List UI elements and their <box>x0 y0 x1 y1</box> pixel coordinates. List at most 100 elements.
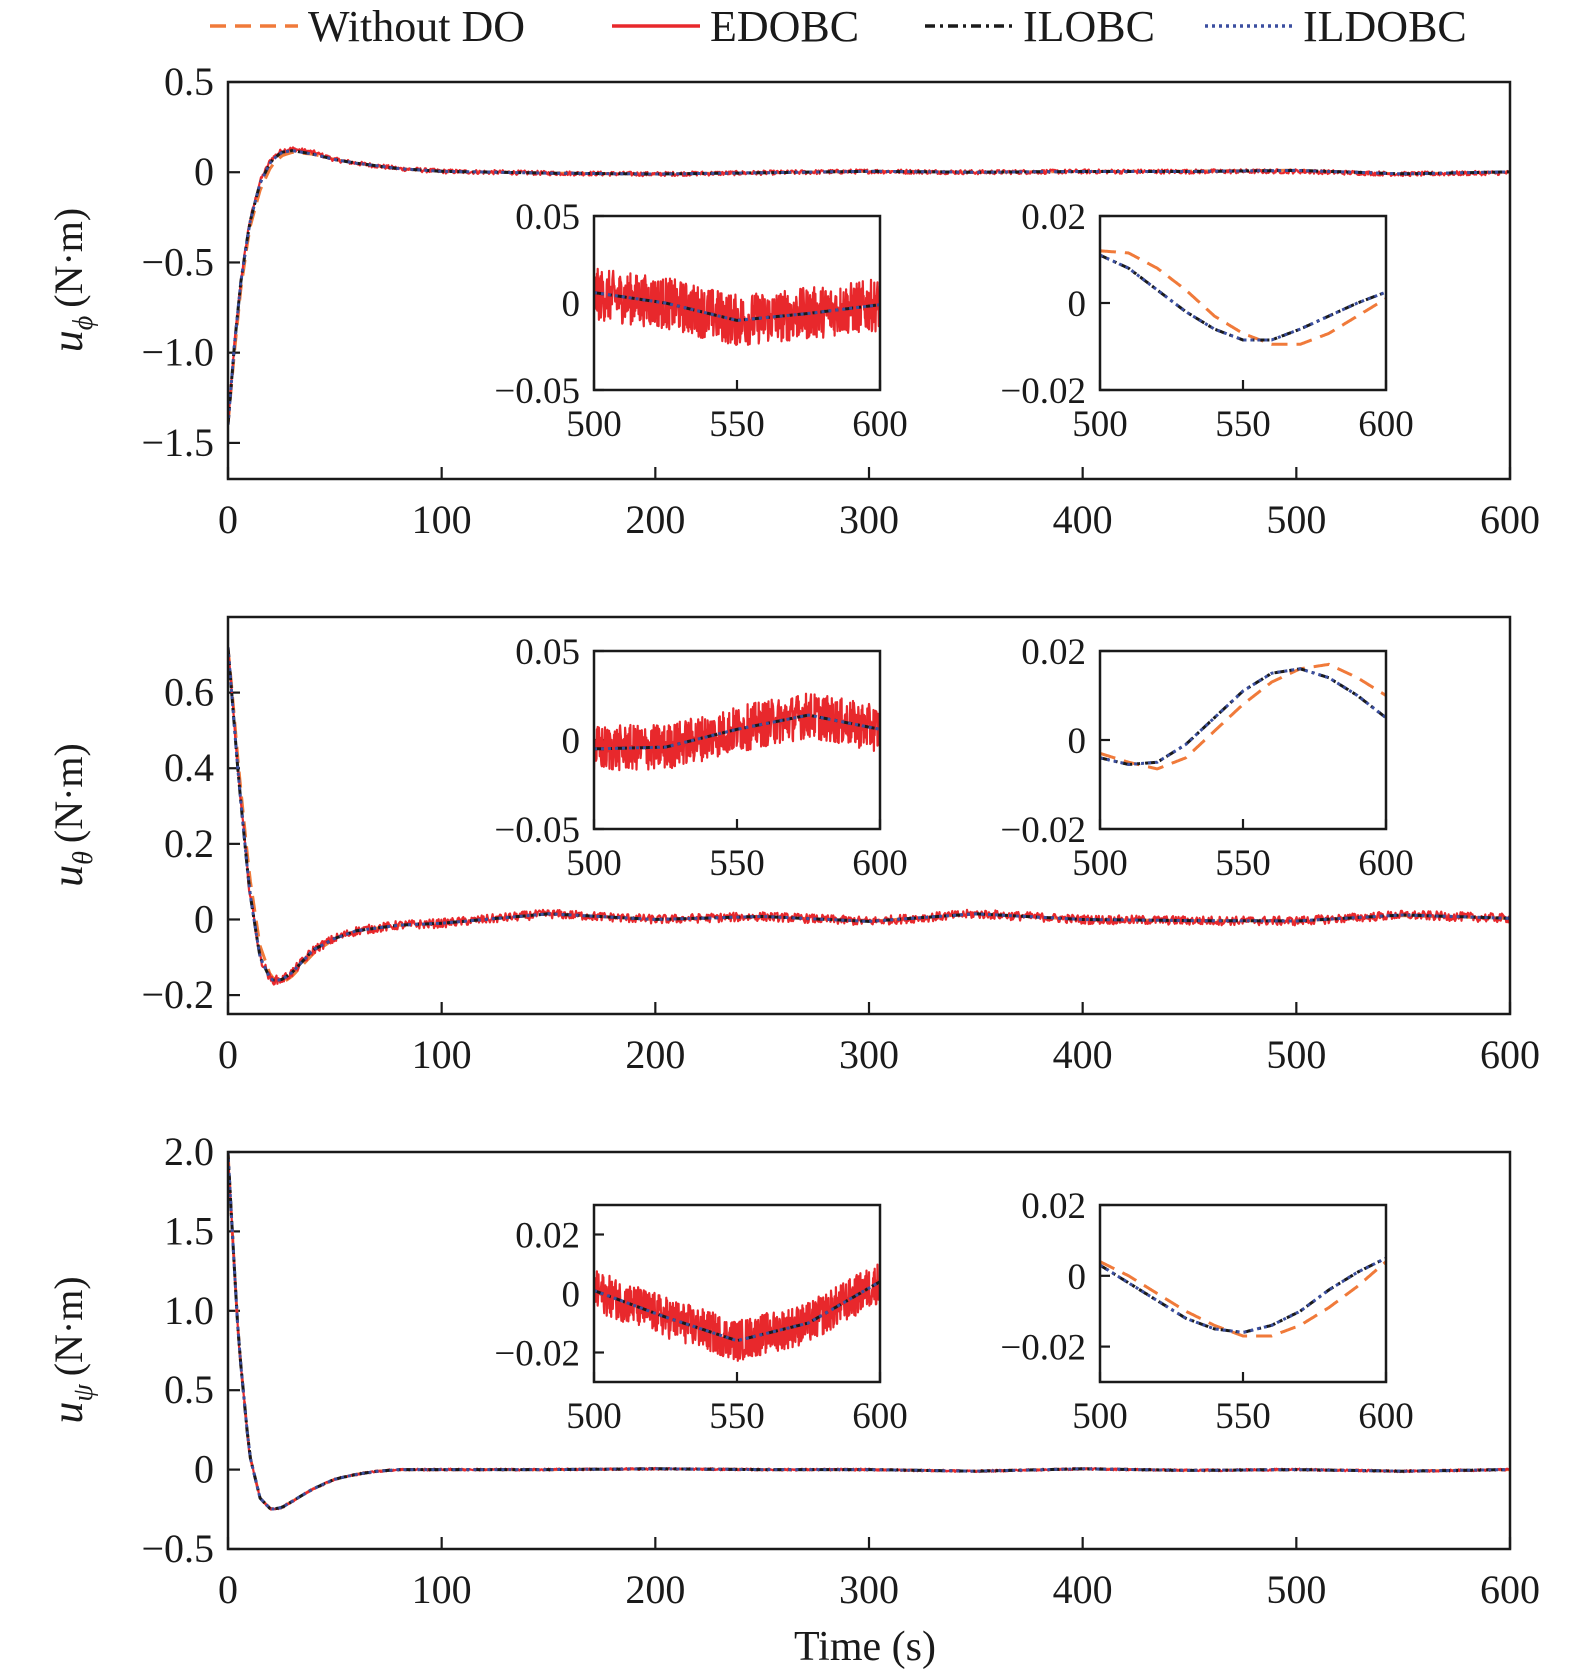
y-axis-label-symbol: u <box>43 865 92 887</box>
x-tick-label: 600 <box>1358 404 1414 445</box>
inset-frame <box>592 649 882 831</box>
plot-area <box>228 647 1510 986</box>
series-line-edobc <box>594 1263 880 1362</box>
legend-label-ildobc: ILDOBC <box>1303 2 1467 51</box>
chart-panel-u_theta: 0 100 200 300 400 500 600−0.200.20.40.6uθ(N·m)… <box>43 615 1540 1077</box>
inset-frame <box>1098 214 1388 392</box>
x-tick-label: 200 <box>625 497 685 542</box>
y-axis-label-symbol: u <box>43 330 92 352</box>
legend-label-ilobc: ILOBC <box>1023 2 1155 51</box>
series-line-ilobc <box>594 291 880 322</box>
x-tick-label: 500 <box>566 843 622 884</box>
y-tick-label: 0 <box>194 149 214 194</box>
x-tick-label: 100 <box>412 1032 472 1077</box>
y-tick-label: −0.2 <box>141 972 214 1017</box>
x-tick-label: 600 <box>1480 1567 1540 1612</box>
y-tick-label: 0 <box>562 721 581 762</box>
y-tick-label: −1.5 <box>141 420 214 465</box>
y-tick-label: −0.05 <box>494 810 580 851</box>
y-tick-label: 0 <box>562 284 581 325</box>
x-tick-label: 0 <box>218 497 238 542</box>
inset-plot-area <box>1100 662 1386 771</box>
y-axis-label-unit: (N·m) <box>46 743 91 843</box>
inset-background <box>1100 651 1386 829</box>
y-axis-label: uθ (N·m) <box>43 743 99 887</box>
x-tick-label: 500 <box>566 404 622 445</box>
series-line-ilobc <box>228 149 1510 426</box>
y-axis-label: uϕ (N·m) <box>43 208 99 352</box>
x-tick-label: 0 <box>218 1567 238 1612</box>
x-tick-label: 600 <box>852 843 908 884</box>
y-tick-label: 0.5 <box>164 59 214 104</box>
x-tick-label: 300 <box>839 497 899 542</box>
x-tick-label: 400 <box>1053 497 1113 542</box>
x-tick-label: 550 <box>709 843 765 884</box>
plot-frame <box>226 1150 1512 1551</box>
chart-panel-u_phi: 0 100 200 300 400 500 600 −1.5 −1.0 −0.5 0 0.5 uϕ (N·… <box>43 59 1540 542</box>
plot-frame <box>226 615 1512 1016</box>
x-tick-label: 400 <box>1053 1567 1113 1612</box>
y-tick-label: −0.5 <box>141 1526 214 1571</box>
series-line-edobc <box>594 267 880 346</box>
inset-frame <box>592 214 882 392</box>
x-tick-label: 550 <box>1215 404 1271 445</box>
y-tick-label: 0.4 <box>164 745 214 790</box>
y-tick-label: 0 <box>562 1275 581 1316</box>
series-line-without_do <box>1100 662 1386 771</box>
x-tick-label: 500 <box>1072 843 1128 884</box>
y-tick-label: −0.02 <box>1000 1328 1086 1369</box>
y-tick-label: 1.0 <box>164 1288 214 1333</box>
y-tick-label: 0.02 <box>1021 197 1086 238</box>
y-tick-label: 1.5 <box>164 1208 214 1253</box>
x-tick-label: 100 <box>412 497 472 542</box>
plot-area <box>228 146 1510 426</box>
series-line-without_do <box>1100 249 1386 346</box>
y-axis-label-unit: (N·m) <box>46 1276 91 1376</box>
y-tick-label: 2.0 <box>164 1129 214 1174</box>
plot-frame <box>226 80 1512 481</box>
inset-u_theta-1: 500 550 600 −0.05 0 0.05 <box>494 632 907 884</box>
x-tick-label: 500 <box>1266 1567 1326 1612</box>
x-axis-label: Time (s) <box>794 1624 936 1670</box>
legend-label-without_do: Without DO <box>308 2 525 51</box>
y-tick-label: 0.6 <box>164 670 214 715</box>
y-tick-label: 0 <box>1068 1257 1087 1298</box>
chart-panel-u_psi: 0 100 200 300 400 500 600−0.500.51.01.52.0uψ(N… <box>43 1129 1540 1612</box>
series-line-edobc <box>594 692 880 772</box>
x-tick-label: 600 <box>1358 843 1414 884</box>
y-axis-label: uψ (N·m) <box>43 1276 99 1423</box>
x-tick-label: 600 <box>852 1396 908 1437</box>
series-line-ilobc <box>228 1152 1510 1511</box>
y-tick-label: 0 <box>1068 721 1087 762</box>
y-tick-label: 0.02 <box>1021 632 1086 673</box>
y-tick-label: 0.2 <box>164 821 214 866</box>
inset-plot-area <box>594 692 880 772</box>
y-tick-label: −1.0 <box>141 330 214 375</box>
x-tick-label: 500 <box>1072 1396 1128 1437</box>
x-tick-label: 300 <box>839 1567 899 1612</box>
series-line-ildobc <box>228 647 1510 982</box>
x-tick-label: 600 <box>852 404 908 445</box>
x-tick-label: 550 <box>709 404 765 445</box>
y-tick-label: −0.05 <box>494 371 580 412</box>
panels: 0 100 200 300 400 500 600−1.5−1.0−0.500.5uϕ(N·… <box>43 59 1540 1612</box>
inset-u_psi-1: 500 550 600 −0.02 0 0.02 <box>494 1203 908 1437</box>
y-tick-label: 0 <box>194 896 214 941</box>
y-tick-label: 0 <box>194 1447 214 1492</box>
y-tick-label: 0.5 <box>164 1367 214 1412</box>
inset-plot-area <box>1100 249 1386 346</box>
legend-label-edobc: EDOBC <box>710 2 859 51</box>
y-tick-label: −0.5 <box>141 239 214 284</box>
x-tick-label: 600 <box>1480 1032 1540 1077</box>
x-tick-label: 500 <box>1266 1032 1326 1077</box>
x-tick-label: 200 <box>625 1567 685 1612</box>
series-line-ildobc <box>594 1280 880 1343</box>
x-tick-label: 300 <box>839 1032 899 1077</box>
x-tick-label: 100 <box>412 1567 472 1612</box>
y-tick-label: −0.02 <box>1000 810 1086 851</box>
plot-area <box>228 1152 1510 1511</box>
inset-u_phi-2: 500 550 600 −0.02 0 0.02 <box>1000 197 1413 445</box>
x-tick-label: 550 <box>709 1396 765 1437</box>
x-tick-label: 600 <box>1480 497 1540 542</box>
